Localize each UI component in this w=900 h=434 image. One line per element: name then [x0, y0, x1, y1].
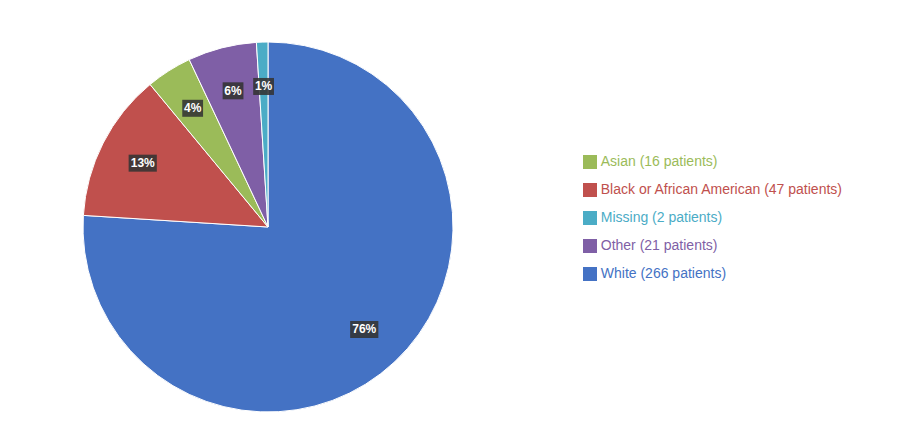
html-text:Black or African American (47: Black or African American (47 patients) — [600, 181, 842, 197]
svg-text:76%: 76% — [352, 322, 376, 336]
svg-text:4%: 4% — [184, 101, 202, 115]
html-text:Other (21 patients): Other (21 patients) — [600, 237, 718, 253]
svg-text:1%: 1% — [255, 79, 273, 93]
html-text:Missing (2 patients): Missing (2 patients) — [600, 209, 723, 225]
html-text:Asian (16 patients): Asian (16 patients) — [600, 153, 718, 169]
svg-text:6%: 6% — [224, 84, 242, 98]
html-text:White (266 patients): White (266 patients) — [600, 265, 727, 281]
svg-text:13%: 13% — [131, 156, 155, 170]
